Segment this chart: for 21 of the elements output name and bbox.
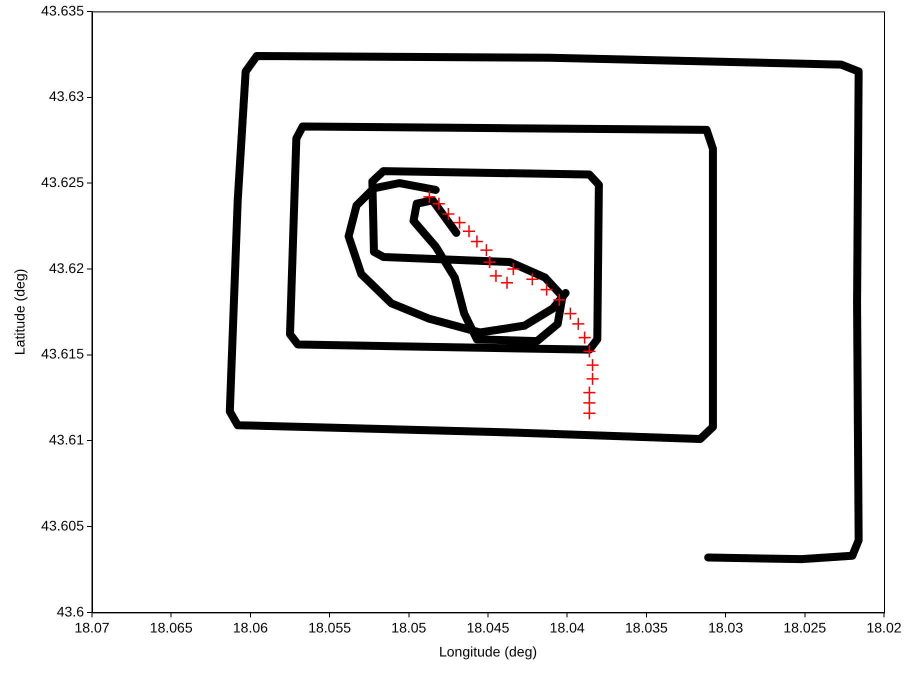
x-tick-label: 18.035 [624, 620, 668, 636]
y-tick-label: 43.6 [56, 603, 84, 620]
x-tick-label: 18.02 [866, 620, 902, 636]
x-axis-title: Longitude (deg) [438, 643, 538, 660]
x-tick-label: 18.04 [550, 620, 585, 636]
y-axis-title: Latitude (deg) [11, 268, 28, 356]
x-tick-label: 18.025 [783, 620, 826, 636]
x-tick-label: 18.045 [466, 620, 510, 636]
x-tick-label: 18.065 [150, 620, 193, 636]
y-tick-label: 43.625 [41, 174, 84, 190]
x-tick-label: 18.07 [74, 620, 110, 636]
x-tick-label: 18.03 [708, 620, 744, 636]
y-tick-label: 43.61 [48, 432, 84, 448]
y-tick-label: 43.62 [48, 260, 84, 276]
y-tick-label: 43.615 [41, 346, 84, 362]
y-tick-label: 43.635 [41, 2, 84, 18]
x-tick-label: 18.06 [232, 620, 268, 636]
x-tick-label: 18.055 [308, 620, 352, 636]
y-tick-label: 43.63 [48, 88, 84, 104]
x-tick-label: 18.05 [391, 620, 427, 636]
y-tick-label: 43.605 [41, 517, 84, 534]
